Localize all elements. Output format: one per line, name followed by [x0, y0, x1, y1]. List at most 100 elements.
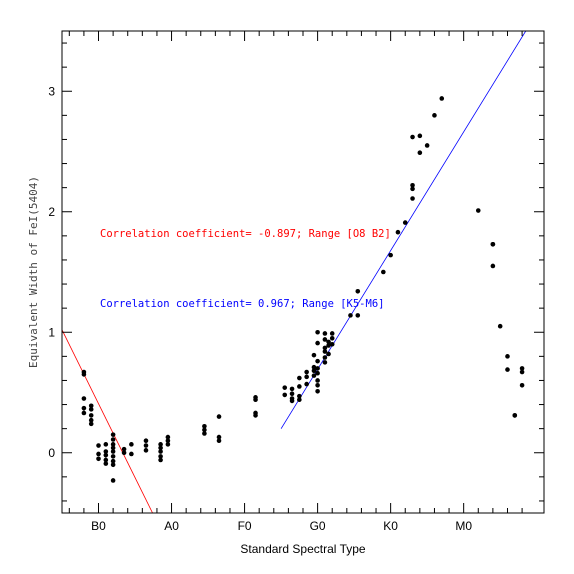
- y-tick-label: 1: [48, 325, 55, 339]
- data-point: [282, 392, 288, 398]
- data-point: [304, 369, 309, 375]
- data-point: [512, 413, 518, 418]
- fit-line-blue: [280, 31, 527, 429]
- data-point: [417, 150, 423, 156]
- x-tick-label: K0: [383, 519, 398, 533]
- data-point: [110, 449, 116, 454]
- data-point: [410, 134, 415, 140]
- data-point: [103, 452, 109, 458]
- y-tick-label: 2: [48, 205, 55, 219]
- data-point: [395, 229, 401, 235]
- data-point: [289, 398, 295, 404]
- data-point: [424, 143, 430, 148]
- data-point: [410, 196, 415, 201]
- data-point: [315, 378, 320, 383]
- fit-line-red: [62, 329, 153, 513]
- data-point: [505, 367, 510, 372]
- data-point: [311, 352, 317, 358]
- y-axis-label: Equivalent Width of FeI(5404): [27, 176, 40, 368]
- annotations: Correlation coefficient= -0.897; Range […: [100, 228, 391, 310]
- data-point: [253, 413, 258, 418]
- data-point: [410, 182, 415, 188]
- x-tick-label: F0: [238, 519, 252, 533]
- x-tick-label: B0: [91, 519, 106, 533]
- data-point: [355, 313, 361, 318]
- data-point: [202, 431, 207, 436]
- data-point: [103, 457, 109, 463]
- data-point: [121, 450, 127, 456]
- data-point: [326, 339, 331, 345]
- data-point: [417, 133, 423, 139]
- data-point: [158, 442, 163, 447]
- data-point: [158, 457, 163, 463]
- data-point: [439, 96, 445, 101]
- data-point: [165, 438, 171, 444]
- data-point: [88, 413, 94, 418]
- data-point: [322, 337, 328, 342]
- data-point: [497, 323, 503, 329]
- data-point: [96, 456, 101, 462]
- fit-lines: [62, 31, 527, 513]
- data-point: [315, 340, 320, 346]
- data-point: [158, 445, 163, 451]
- data-point: [121, 446, 127, 452]
- data-point: [110, 445, 116, 451]
- data-point: [110, 432, 116, 437]
- x-tick-label: G0: [310, 519, 326, 533]
- data-point: [158, 454, 163, 459]
- data-point: [282, 385, 288, 390]
- data-point: [165, 442, 171, 447]
- data-point: [88, 421, 94, 427]
- data-point: [315, 366, 320, 371]
- data-point: [88, 407, 94, 412]
- data-point: [88, 417, 94, 423]
- data-point: [289, 391, 295, 397]
- data-point: [322, 331, 328, 336]
- data-point: [202, 423, 207, 429]
- data-point: [297, 375, 302, 381]
- data-point: [326, 351, 331, 357]
- data-point: [315, 358, 320, 364]
- x-tick-label: M0: [455, 519, 472, 533]
- data-point: [311, 373, 317, 378]
- data-point: [88, 403, 94, 409]
- data-point: [129, 442, 134, 447]
- data-point: [143, 438, 149, 444]
- data-point: [253, 397, 258, 403]
- data-point: [81, 372, 87, 377]
- data-point: [110, 478, 116, 483]
- data-point: [388, 252, 393, 258]
- data-point: [103, 461, 109, 466]
- data-point: [519, 369, 525, 375]
- data-point: [297, 397, 302, 403]
- data-point: [322, 355, 328, 360]
- axis-ticks: B0 A0 F0 G0 K0 M0 0 1 2 3: [48, 31, 544, 533]
- y-tick-label: 0: [48, 446, 55, 460]
- data-point: [165, 434, 171, 440]
- data-point: [355, 288, 361, 294]
- correlation-annotation-blue: Correlation coefficient= 0.967; Range [K…: [100, 298, 384, 310]
- data-point: [311, 368, 317, 374]
- x-tick-label: A0: [164, 519, 179, 533]
- data-point: [81, 396, 87, 401]
- data-point: [81, 405, 87, 411]
- data-point: [322, 360, 328, 365]
- data-point: [129, 451, 134, 457]
- data-point: [110, 462, 116, 468]
- data-point: [475, 208, 481, 213]
- data-point: [103, 449, 109, 454]
- data-point: [297, 393, 302, 399]
- data-point: [311, 364, 317, 370]
- correlation-annotation-red: Correlation coefficient= -0.897; Range […: [100, 228, 391, 240]
- data-point: [289, 386, 295, 392]
- data-point: [348, 313, 353, 318]
- data-point: [402, 220, 408, 225]
- data-point: [432, 113, 437, 118]
- data-point: [329, 342, 335, 347]
- data-point: [96, 443, 101, 448]
- data-point: [81, 410, 87, 416]
- data-point: [110, 442, 116, 447]
- data-point: [315, 382, 320, 388]
- x-axis-label: Standard Spectral Type: [240, 542, 366, 556]
